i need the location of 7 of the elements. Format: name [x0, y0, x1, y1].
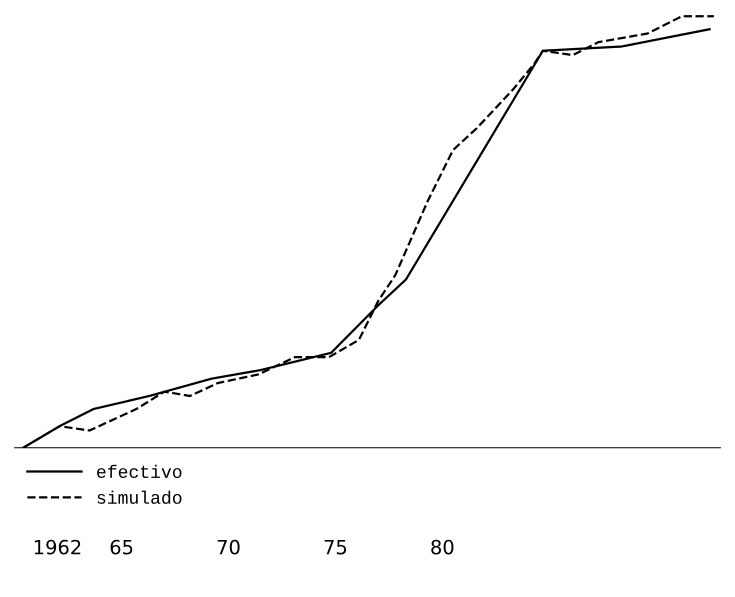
x-tick-label: 75: [324, 540, 346, 554]
x-tick-label: 1962: [34, 540, 80, 554]
x-tick-label: 70: [218, 540, 240, 554]
x-tick-label: 80: [431, 540, 454, 554]
legend-label: efectivo: [97, 464, 182, 478]
legend-label: simulado: [97, 490, 182, 504]
x-tick-label: 65: [110, 540, 132, 554]
